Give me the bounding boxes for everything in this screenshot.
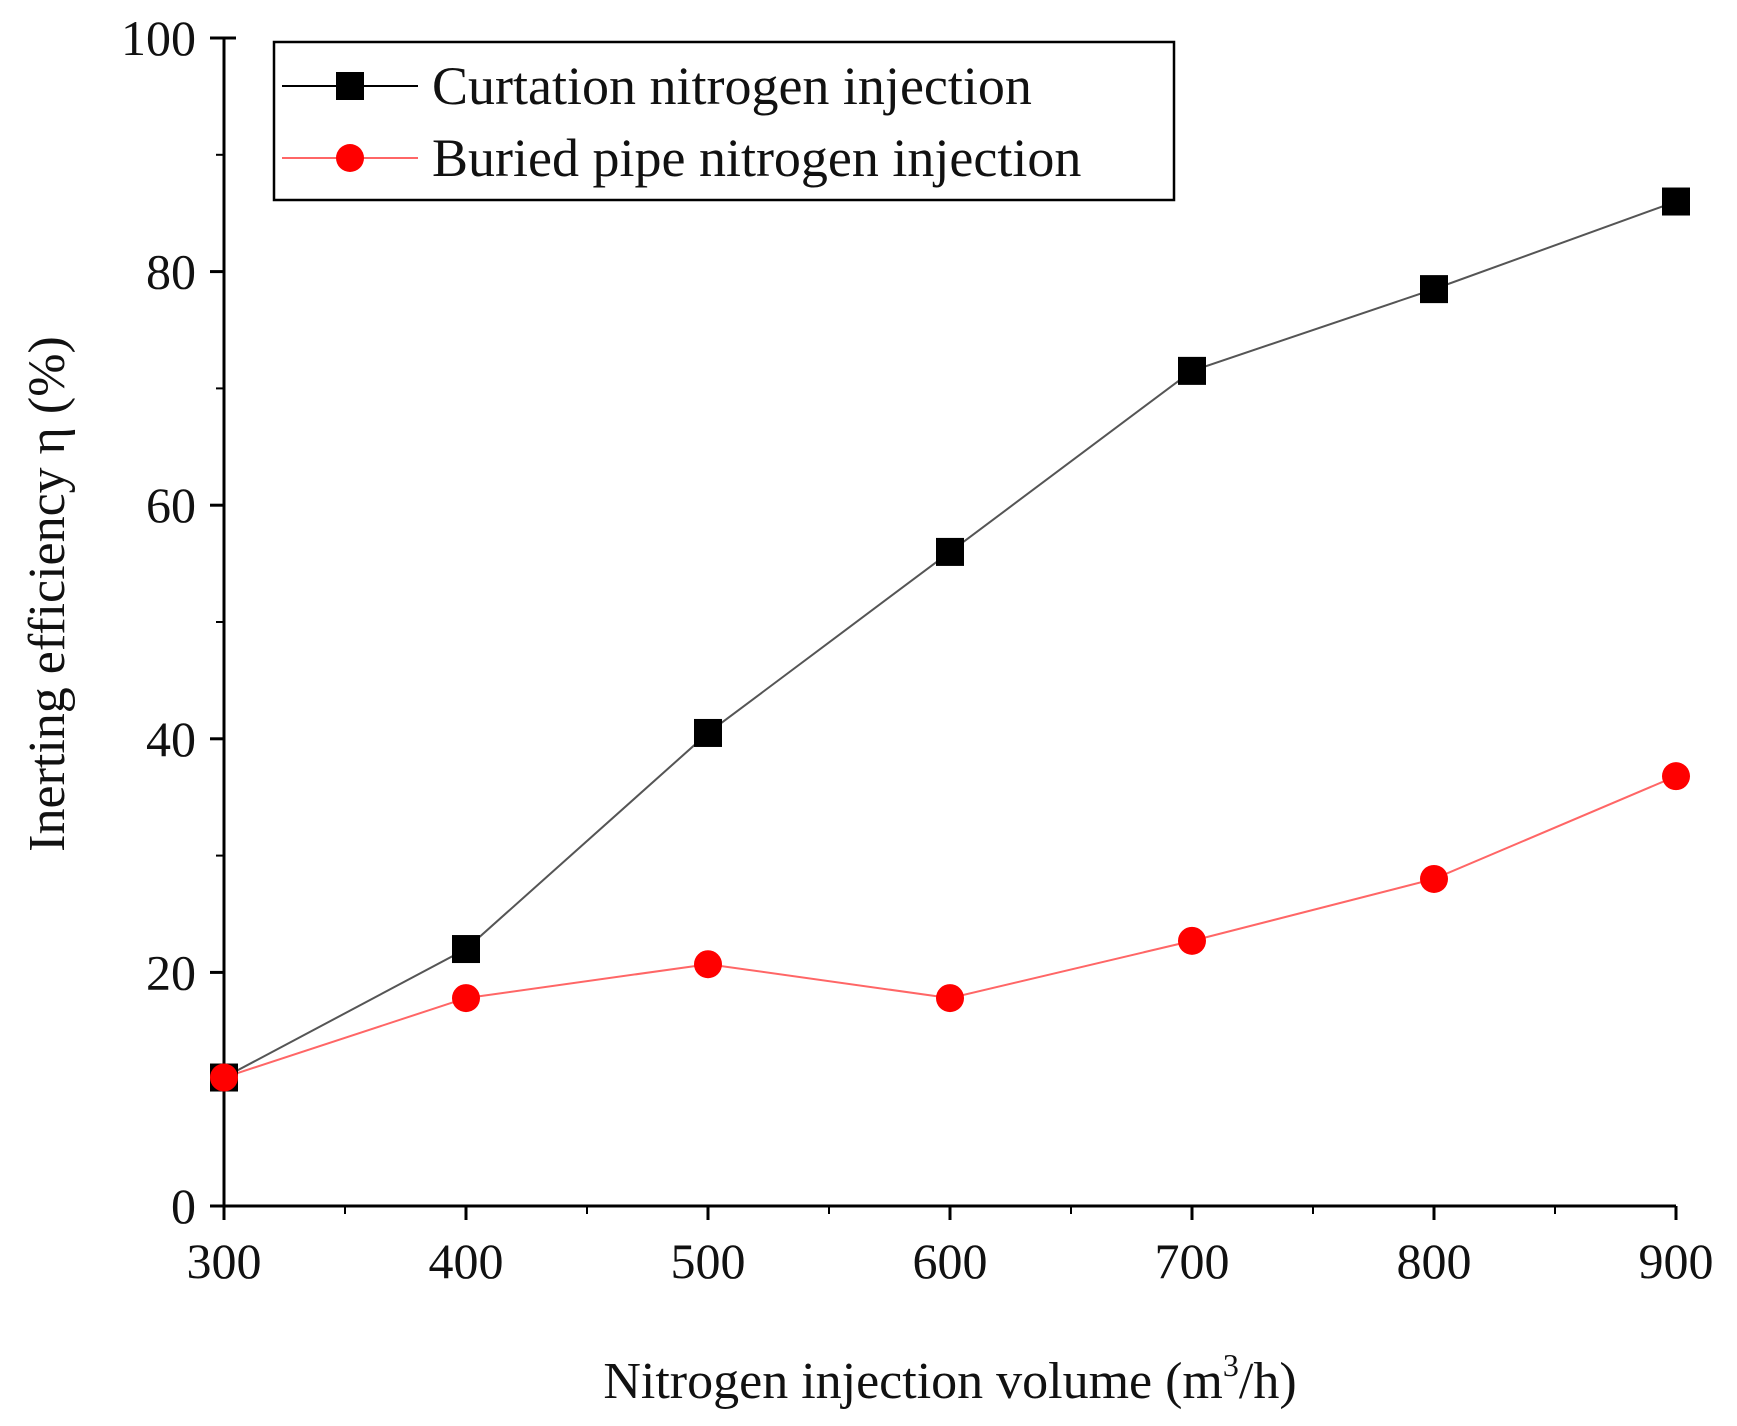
y-tick-label-100: 100 [121,10,196,66]
data-point-buried-pipe-400 [452,984,480,1013]
axes [222,36,1676,1208]
series-line-curtation [223,200,1677,1079]
data-point-buried-pipe-600 [936,984,964,1013]
y-ticks: 0 20 40 60 80 100 [121,10,224,1234]
series-line-buried-pipe [223,775,1677,1079]
x-tick-label-900: 900 [1639,1233,1714,1289]
y-tick-label-80: 80 [146,244,196,300]
y-axis-title: Inerting efficiency η (%) [19,336,76,852]
data-point-curtation-600 [936,537,964,566]
y-tick-label-60: 60 [146,477,196,533]
x-axis-title-superscript: 3 [1223,1347,1239,1383]
series-markers [210,187,1690,1092]
x-tick-label-500: 500 [671,1233,746,1289]
data-point-curtation-900 [1662,187,1690,216]
legend-label-buried-pipe: Buried pipe nitrogen injection [432,128,1081,188]
x-tick-label-400: 400 [429,1233,504,1289]
x-axis-title: Nitrogen injection volume (m3/h) [603,1347,1296,1410]
data-point-curtation-800 [1420,275,1448,304]
data-point-curtation-400 [452,935,480,964]
data-point-buried-pipe-900 [1662,762,1690,791]
data-point-buried-pipe-800 [1420,864,1448,893]
x-tick-label-800: 800 [1397,1233,1472,1289]
y-tick-label-40: 40 [146,711,196,767]
y-tick-label-20: 20 [146,944,196,1000]
x-ticks: 300 400 500 600 700 800 900 [187,1206,1714,1289]
legend-label-curtation: Curtation nitrogen injection [432,56,1032,116]
x-axis-title-end: /h) [1239,1353,1297,1410]
legend: Curtation nitrogen injection Buried pipe… [272,40,1176,202]
x-tick-label-700: 700 [1155,1233,1230,1289]
data-point-buried-pipe-500 [694,950,722,979]
data-point-curtation-500 [694,718,722,747]
legend-marker-buried-pipe [336,144,364,172]
data-point-curtation-700 [1178,356,1206,385]
data-point-buried-pipe-300 [210,1063,238,1092]
series-lines [223,200,1677,1079]
data-point-buried-pipe-700 [1178,926,1206,955]
y-tick-label-0: 0 [171,1178,196,1234]
legend-box [272,40,1176,202]
x-tick-label-600: 600 [913,1233,988,1289]
legend-marker-curtation [336,72,364,100]
x-tick-label-300: 300 [187,1233,262,1289]
x-axis-title-main: Nitrogen injection volume (m [603,1353,1223,1410]
